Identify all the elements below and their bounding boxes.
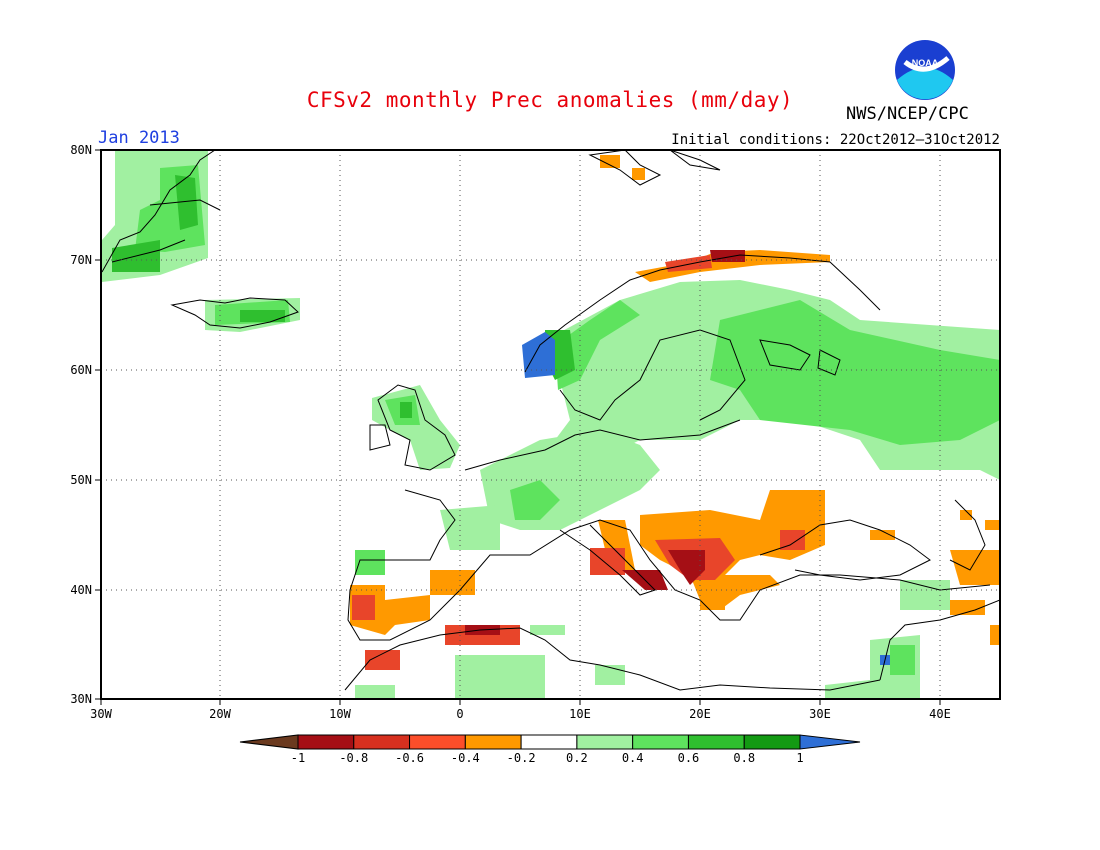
anomaly-spain-e-weak [430, 570, 475, 595]
anomaly-balkans-strong [668, 550, 705, 585]
anomaly-france-light [440, 505, 500, 550]
coast-north-africa [344, 627, 881, 691]
lat-tick-label: 80N [70, 143, 92, 157]
colorbar-segment [409, 734, 466, 750]
colorbar-tick-label: 1 [796, 751, 804, 765]
anomaly-europe-mid [510, 480, 560, 520]
coast-north-sea [464, 419, 741, 471]
colorbar-segment [464, 734, 522, 750]
lon-tick-label: 20E [689, 707, 711, 721]
anomaly-north-cape-strong [710, 250, 745, 262]
lat-tick-label: 70N [70, 253, 92, 267]
month-label: Jan 2013 [98, 128, 180, 148]
noaa-logo-icon: NOAA [895, 40, 955, 100]
coast-europe [347, 489, 991, 641]
colorbar-tick-label: -0.8 [339, 751, 369, 765]
lon-tick-label: 0 [456, 707, 464, 721]
anomaly-caucasus-weak [950, 550, 1000, 585]
lat-tick-label: 30N [70, 692, 92, 706]
anomaly-east-weak [870, 530, 895, 540]
anomaly-iberia-mid [352, 595, 375, 620]
colorbar-segment [520, 734, 578, 750]
colorbar-tick-label: 0.8 [733, 751, 756, 765]
anomaly-caspian-weak [950, 600, 985, 615]
lat-tick-label: 60N [70, 363, 92, 377]
anomaly-north-cape-weak [635, 250, 830, 282]
coast-iceland [170, 297, 299, 329]
anomaly-africa-light [455, 655, 545, 699]
anomaly-tunisia-light [530, 625, 565, 635]
axis-ticks [95, 149, 941, 705]
anomaly-africa-light-2 [355, 685, 395, 699]
anomaly-s-italy-mid [590, 548, 625, 575]
colorbar-tick-label: -0.4 [450, 751, 480, 765]
lon-tick-label: 30E [809, 707, 831, 721]
anomaly-europe-light [480, 430, 660, 530]
anomaly-north-cape-mid [665, 255, 712, 272]
colorbar-segment [632, 734, 689, 750]
anomaly-balkans-weak [640, 490, 825, 610]
colorbar-arrow-right [799, 734, 861, 750]
anomaly-east-weak-4 [990, 625, 1000, 645]
lon-tick-label: 30W [90, 707, 112, 721]
coast-levant [879, 599, 1000, 681]
coast-greenland [101, 150, 221, 273]
svg-text:NOAA: NOAA [912, 58, 939, 68]
colorbar-segment [743, 734, 801, 750]
initial-conditions-label: Initial conditions: 22Oct2012–31Oct2012 [671, 132, 1000, 148]
colorbar-tick-label: -1 [290, 751, 306, 765]
map-frame [100, 149, 1001, 700]
coastlines [101, 150, 1000, 691]
anomaly-greenland-strong-2 [175, 175, 198, 230]
lon-tick-label: 40E [929, 707, 951, 721]
colorbar-tick-label: -0.2 [506, 751, 536, 765]
anomaly-libya-light [595, 665, 625, 685]
agency-label: NWS/NCEP/CPC [846, 104, 969, 124]
colorbar-arrow-left [239, 734, 299, 750]
coast-black-sea [759, 519, 931, 581]
anomaly-east-weak-3 [985, 520, 1000, 530]
anomaly-norway-max [522, 332, 555, 378]
colorbar-tick-label: 0.2 [566, 751, 588, 765]
anomaly-turkey-light [900, 580, 950, 610]
coast-uk [369, 384, 456, 471]
chart-title: CFSv2 monthly Prec anomalies (mm/day) [306, 88, 794, 112]
anomaly-levant-mid [890, 645, 915, 675]
lon-tick-label: 10W [329, 707, 351, 721]
colorbar-tick-label: 0.6 [677, 751, 700, 765]
anomaly-uk-strong [400, 402, 412, 418]
anomaly-iceland-strong [240, 310, 285, 322]
colorbar-segment [687, 734, 745, 750]
anomaly-morocco-mid [365, 650, 400, 670]
colorbar-segment [353, 734, 411, 750]
coast-italy [559, 524, 656, 596]
anomaly-greece-weak [700, 590, 725, 610]
anomaly-field [102, 150, 1000, 699]
colorbar [239, 734, 861, 750]
colorbar-tick-label: -0.6 [395, 751, 424, 765]
coast-svalbard [588, 150, 721, 186]
coast-scandinavia [524, 254, 881, 421]
coast-baltic-lakes [759, 339, 841, 376]
anomaly-svalbard-weak-2 [632, 168, 645, 180]
lon-tick-label: 20W [209, 707, 231, 721]
anomaly-bulgaria-mid [780, 530, 805, 550]
anomaly-svalbard-weak [600, 155, 620, 168]
anomaly-norway-mid [555, 300, 640, 390]
coast-caspian [949, 499, 986, 571]
colorbar-segment [576, 734, 634, 750]
colorbar-segment [297, 734, 355, 750]
anomaly-russia-mid [710, 300, 1000, 445]
colorbar-tick-label: 0.4 [621, 751, 644, 765]
lon-tick-label: 10E [569, 707, 591, 721]
lat-tick-label: 40N [70, 583, 92, 597]
anomaly-iberia-nw-mid [355, 550, 385, 575]
lat-tick-label: 50N [70, 473, 92, 487]
anomaly-east-weak-2 [960, 510, 972, 520]
